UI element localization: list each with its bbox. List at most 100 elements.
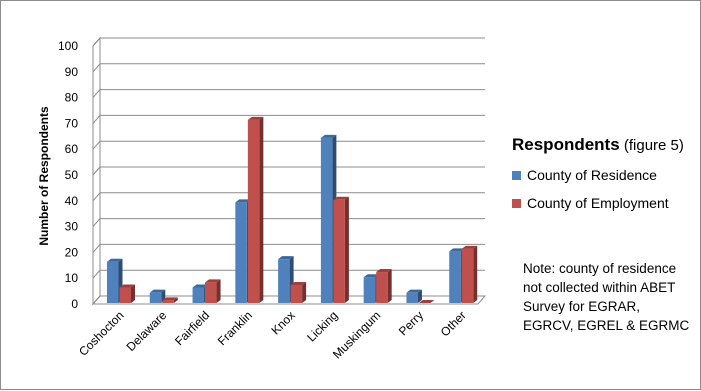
- bar-front: [107, 261, 119, 303]
- bar-front: [449, 251, 461, 303]
- bar-front: [320, 137, 333, 303]
- bar-top: [235, 199, 251, 203]
- gridline-depth: [92, 63, 101, 73]
- bar-top: [149, 289, 166, 293]
- note-text: Note: county of residence not collected …: [523, 261, 690, 333]
- gridline-depth: [92, 244, 101, 253]
- bar-side: [417, 289, 422, 303]
- x-tick-label: Coshocton: [76, 308, 126, 358]
- bar-0-7: [406, 289, 422, 303]
- bars: [107, 116, 478, 303]
- x-tick-label: Knox: [268, 308, 297, 337]
- x-tick-label: Perry: [396, 308, 426, 338]
- bar-top: [278, 256, 294, 260]
- bar-top: [192, 284, 209, 288]
- bar-front: [192, 287, 205, 303]
- bar-1-8: [461, 245, 478, 303]
- bar-top: [363, 274, 380, 278]
- bar-1-5: [333, 196, 349, 303]
- bar-front: [376, 272, 388, 303]
- bar-top: [376, 269, 392, 273]
- legend-item-residence: County of Residence: [512, 167, 701, 195]
- legend-swatch-employment: [512, 199, 521, 208]
- bar-front: [290, 284, 303, 303]
- bar-top: [107, 258, 123, 262]
- y-tick-label: 30: [65, 220, 79, 234]
- x-tick-label: Licking: [304, 308, 340, 344]
- gridline-depth: [92, 89, 101, 98]
- y-tick-label: 100: [58, 39, 78, 53]
- y-tick-label: 60: [65, 142, 79, 156]
- legend: Respondents (figure 5) County of Residen…: [512, 135, 701, 223]
- gridline-depth: [92, 115, 101, 124]
- bar-side: [216, 279, 221, 303]
- legend-swatch-residence: [512, 171, 521, 180]
- bar-1-2: [205, 279, 221, 303]
- gridline-depth: [92, 295, 101, 305]
- bar-1-1: [162, 297, 178, 303]
- bar-front: [119, 287, 131, 303]
- x-tick-label: Delaware: [124, 308, 170, 354]
- legend-item-employment: County of Employment: [512, 195, 701, 223]
- bar-front: [149, 292, 162, 303]
- x-tick-label: Other: [438, 308, 469, 339]
- bar-top: [290, 281, 307, 285]
- bar-top: [162, 297, 178, 301]
- bar-side: [344, 196, 349, 303]
- y-tick-label: 50: [65, 168, 79, 182]
- gridline-depth: [92, 166, 101, 176]
- gridline-depth: [92, 269, 101, 279]
- bar-side: [473, 245, 478, 303]
- bar-front: [278, 259, 290, 303]
- bar-front: [205, 282, 217, 303]
- x-tick-label: Fairfield: [172, 308, 212, 348]
- bar-front: [363, 277, 376, 303]
- bar-top: [461, 245, 478, 249]
- y-tick-label: 40: [65, 194, 79, 208]
- y-tick-label: 90: [65, 65, 79, 79]
- y-tick-label: 10: [65, 271, 79, 285]
- bar-top: [406, 289, 422, 293]
- legend-title-figure: (figure 5): [619, 137, 684, 154]
- legend-label-employment: County of Employment: [527, 195, 669, 211]
- gridline-depth: [92, 37, 101, 47]
- bar-top: [247, 116, 264, 120]
- bar-1-0: [119, 284, 135, 303]
- gridline-depth: [92, 140, 101, 150]
- bar-top: [320, 134, 337, 138]
- y-axis-label: Number of Respondents: [37, 106, 51, 246]
- y-tick-label: 0: [71, 297, 78, 311]
- bar-top: [205, 279, 221, 283]
- y-tick-label: 80: [65, 91, 79, 105]
- bar-front: [406, 292, 418, 303]
- y-axis-ticks: 0 10 20 30 40 50 60 70 80 90 100: [58, 39, 78, 311]
- bar-1-3: [247, 116, 264, 303]
- y-tick-label: 20: [65, 245, 79, 259]
- gridline-depth: [92, 218, 101, 227]
- bar-top: [119, 284, 135, 288]
- gridline-depth: [92, 192, 101, 202]
- bar-front: [333, 199, 345, 303]
- legend-title-main: Respondents: [512, 135, 620, 154]
- x-tick-label: Franklin: [215, 308, 255, 348]
- bar-1-4: [290, 281, 307, 303]
- y-tick-label: 70: [65, 116, 79, 130]
- bar-top: [418, 300, 435, 303]
- bar-top: [449, 248, 465, 252]
- gridlines: [92, 37, 485, 305]
- bar-front: [247, 119, 260, 303]
- bar-front: [235, 202, 247, 303]
- bar-front: [461, 248, 474, 303]
- bar-1-7: [418, 300, 435, 303]
- bar-top: [333, 196, 349, 200]
- bar-front: [162, 300, 174, 303]
- legend-label-residence: County of Residence: [527, 167, 657, 183]
- bar-side: [259, 116, 264, 303]
- bar-side: [131, 284, 135, 303]
- bar-side: [173, 297, 178, 303]
- bar-side: [387, 269, 392, 303]
- bar-side: [302, 281, 307, 303]
